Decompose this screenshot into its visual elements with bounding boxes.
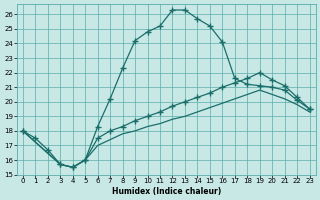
X-axis label: Humidex (Indice chaleur): Humidex (Indice chaleur)	[112, 187, 221, 196]
